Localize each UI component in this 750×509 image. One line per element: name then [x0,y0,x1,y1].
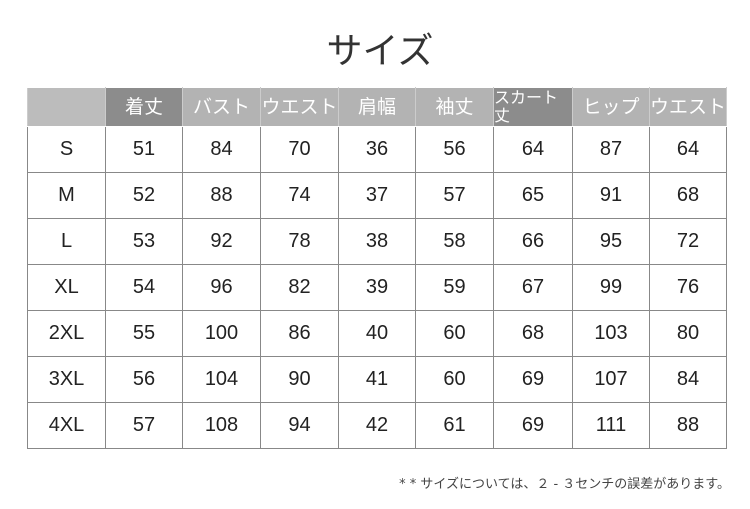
column-header: 肩幅 [338,87,416,127]
size-label: 4XL [27,402,106,449]
table-cell: 39 [338,264,416,311]
column-header: 着丈 [105,87,183,127]
table-cell: 69 [493,356,573,403]
table-cell: 60 [415,356,494,403]
size-label: M [27,172,106,219]
table-cell: 90 [260,356,339,403]
table-cell: 57 [105,402,183,449]
table-row: M 52 88 74 37 57 65 91 68 [27,172,728,219]
size-label: XL [27,264,106,311]
footnote: * * サイズについては、２ - ３センチの誤差があります。 [399,477,730,492]
table-cell: 87 [572,126,650,173]
table-cell: 58 [415,218,494,265]
table-cell: 64 [493,126,573,173]
table-cell: 107 [572,356,650,403]
table-cell: 59 [415,264,494,311]
column-header: ヒップ [572,87,650,127]
size-label: L [27,218,106,265]
table-cell: 84 [182,126,261,173]
table-cell: 100 [182,310,261,357]
table-cell: 91 [572,172,650,219]
table-cell: 82 [260,264,339,311]
table-cell: 37 [338,172,416,219]
table-cell: 64 [648,126,728,173]
size-label: 3XL [27,356,106,403]
table-cell: 67 [493,264,573,311]
size-table: 着丈 バスト ウエスト 肩幅 袖丈 スカート丈 ヒップ ウエスト S 51 84 70 36 56 64 8… [27,87,728,449]
table-cell: 53 [105,218,183,265]
table-cell: 57 [415,172,494,219]
table-row: 2XL 55 100 86 40 60 68 103 80 [27,310,728,357]
table-cell: 65 [493,172,573,219]
table-cell: 60 [415,310,494,357]
column-header: スカート丈 [493,87,573,127]
table-cell: 94 [260,402,339,449]
table-cell: 72 [648,218,728,265]
size-label: S [27,126,106,173]
table-cell: 55 [105,310,183,357]
table-cell: 36 [338,126,416,173]
table-cell: 96 [182,264,261,311]
table-cell: 92 [182,218,261,265]
table-cell: 108 [182,402,261,449]
column-header: ウエスト [260,87,339,127]
table-cell: 69 [493,402,573,449]
table-cell: 78 [260,218,339,265]
column-header: ウエスト [648,87,728,127]
table-cell: 84 [648,356,728,403]
table-cell: 38 [338,218,416,265]
table-cell: 88 [648,402,728,449]
table-cell: 42 [338,402,416,449]
table-cell: 68 [648,172,728,219]
table-cell: 103 [572,310,650,357]
table-cell: 56 [415,126,494,173]
table-cell: 88 [182,172,261,219]
header-row: 着丈 バスト ウエスト 肩幅 袖丈 スカート丈 ヒップ ウエスト [27,87,728,127]
table-cell: 99 [572,264,650,311]
size-label: 2XL [27,310,106,357]
table-row: 3XL 56 104 90 41 60 69 107 84 [27,356,728,403]
table-cell: 54 [105,264,183,311]
table-cell: 68 [493,310,573,357]
table-row: L 53 92 78 38 58 66 95 72 [27,218,728,265]
table-row: 4XL 57 108 94 42 61 69 111 88 [27,402,728,449]
table-cell: 66 [493,218,573,265]
column-header: バスト [182,87,261,127]
column-header: 袖丈 [415,87,494,127]
table-cell: 41 [338,356,416,403]
table-cell: 80 [648,310,728,357]
table-row: XL 54 96 82 39 59 67 99 76 [27,264,728,311]
column-header [27,87,106,127]
table-cell: 111 [572,402,650,449]
table-cell: 51 [105,126,183,173]
table-cell: 95 [572,218,650,265]
table-cell: 74 [260,172,339,219]
page-title: サイズ [326,31,434,72]
table-cell: 52 [105,172,183,219]
table-cell: 76 [648,264,728,311]
table-row: S 51 84 70 36 56 64 87 64 [27,126,728,173]
table-cell: 86 [260,310,339,357]
table-cell: 61 [415,402,494,449]
table-cell: 40 [338,310,416,357]
table-cell: 56 [105,356,183,403]
table-cell: 104 [182,356,261,403]
table-cell: 70 [260,126,339,173]
